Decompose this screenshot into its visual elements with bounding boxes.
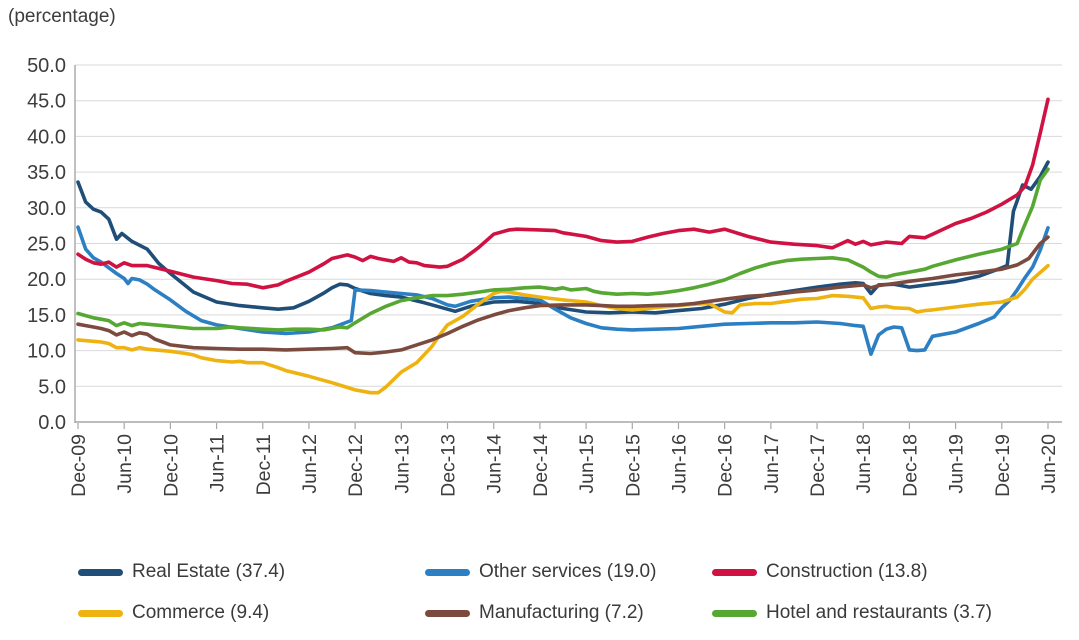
x-axis-tick-label: Jun-15	[576, 434, 598, 494]
x-axis-tick-label: Dec-19	[992, 434, 1014, 497]
chart-title: (percentage)	[8, 6, 116, 27]
x-axis-tick-label: Jun-18	[853, 434, 875, 494]
x-axis-tick-label: Dec-18	[899, 434, 921, 497]
x-axis-tick-label: Jun-13	[391, 434, 413, 494]
series-line-1	[76, 160, 1050, 315]
y-axis-tick-label: 5.0	[38, 376, 66, 398]
y-axis-tick-label: 50.0	[27, 55, 66, 77]
x-axis-tick-label: Jun-16	[668, 434, 690, 494]
x-axis-tick-label: Jun-20	[1038, 434, 1060, 494]
series-line-2	[76, 225, 1050, 357]
x-axis-tick-label: Jun-10	[114, 434, 136, 494]
y-axis-tick-label: 40.0	[27, 126, 66, 148]
x-axis-tick-label: Jun-12	[299, 434, 321, 494]
series-line-4	[76, 263, 1050, 395]
y-axis-tick-label: 20.0	[27, 269, 66, 291]
y-axis-tick-label: 45.0	[27, 91, 66, 113]
x-axis-tick-label: Dec-14	[530, 434, 552, 497]
y-axis-tick-label: 30.0	[27, 198, 66, 220]
x-axis-tick-label: Dec-15	[622, 434, 644, 497]
series-line-6	[76, 167, 1050, 332]
x-axis-tick-label: Dec-13	[438, 434, 460, 497]
y-axis-tick-label: 0.0	[38, 412, 66, 434]
y-axis-tick-label: 35.0	[27, 162, 66, 184]
x-axis-tick-label: Jun-14	[484, 434, 506, 494]
x-axis-tick-label: Jun-17	[761, 434, 783, 494]
x-axis-tick-label: Dec-17	[807, 434, 829, 497]
y-axis-tick-label: 15.0	[27, 305, 66, 327]
x-axis-tick-label: Dec-09	[68, 434, 90, 497]
x-axis-tick-label: Dec-10	[160, 434, 182, 497]
x-axis-tick-label: Dec-12	[345, 434, 367, 497]
y-axis-tick-label: 10.0	[27, 341, 66, 363]
x-axis-tick-label: Jun-19	[946, 434, 968, 494]
x-axis-tick-label: Dec-16	[715, 434, 737, 497]
series-line-5	[76, 235, 1050, 356]
y-axis-tick-label: 25.0	[27, 234, 66, 256]
x-axis-tick-label: Dec-11	[253, 434, 275, 495]
x-axis-tick-label: Jun-11	[207, 434, 229, 492]
series-line-3	[76, 97, 1050, 290]
